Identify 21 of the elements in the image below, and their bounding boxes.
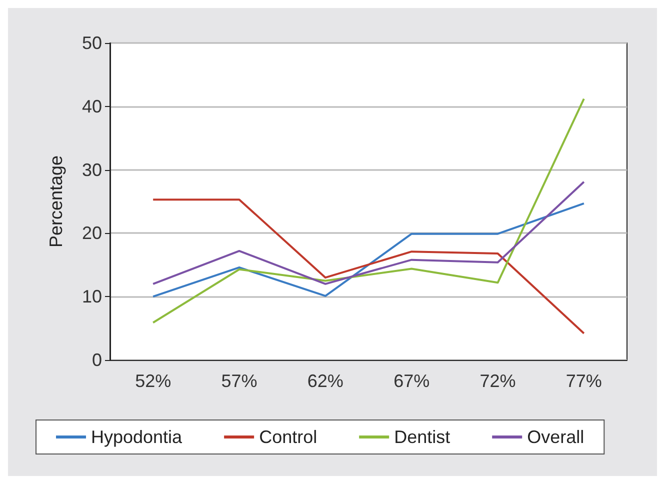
line-series bbox=[152, 180, 585, 285]
x-tick-label: 67% bbox=[394, 371, 430, 391]
x-tick-label: 52% bbox=[135, 371, 172, 391]
x-tick-label: 57% bbox=[221, 371, 258, 391]
y-tick-label: 20 bbox=[82, 223, 102, 244]
y-tick-label: 0 bbox=[92, 350, 102, 370]
legend-label: Hypodontia bbox=[91, 427, 184, 447]
legend-label: Control bbox=[259, 427, 318, 447]
legend-label: Dentist bbox=[394, 427, 450, 447]
line-series bbox=[152, 98, 585, 324]
x-tick-label: 77% bbox=[566, 371, 602, 391]
y-tick-label: 10 bbox=[82, 286, 102, 307]
legend-label: Overall bbox=[527, 427, 584, 447]
y-tick-label: 30 bbox=[82, 160, 102, 180]
x-tick-label: 72% bbox=[480, 371, 516, 391]
y-axis-title: Percentage bbox=[46, 155, 66, 248]
y-tick-label: 40 bbox=[82, 96, 102, 116]
line-series bbox=[152, 202, 585, 298]
x-tick-label: 62% bbox=[307, 371, 344, 391]
y-tick-label: 50 bbox=[82, 33, 102, 53]
line-series bbox=[152, 198, 585, 334]
